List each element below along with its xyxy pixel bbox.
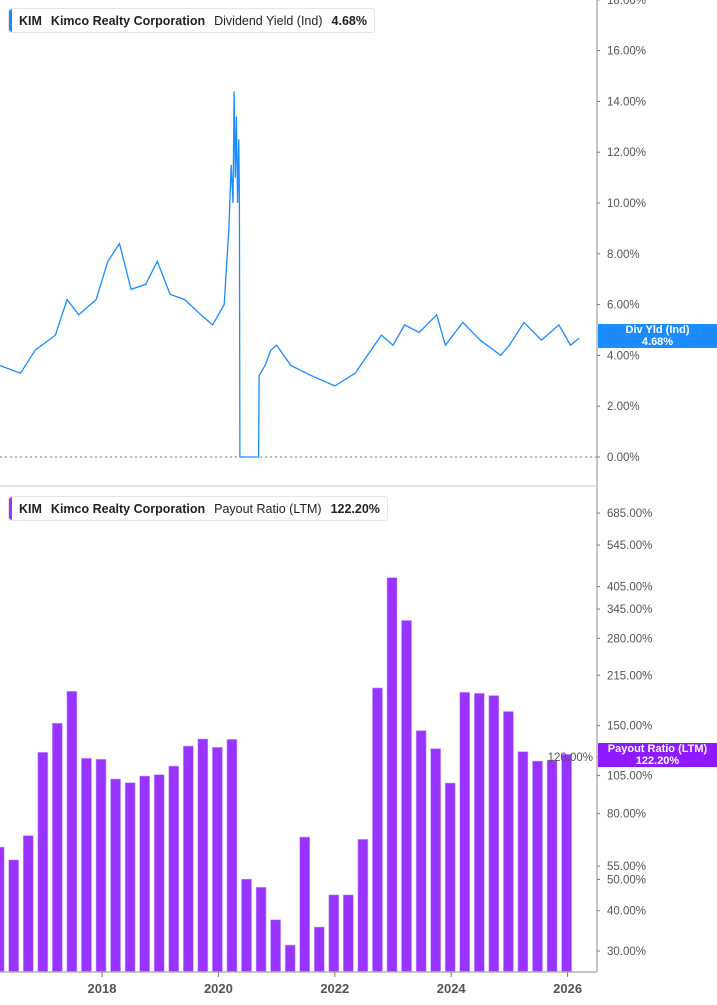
y-tick-label: 105.00% [607,771,652,783]
payout-bar [444,782,456,973]
payout-bar [517,751,529,973]
payout-bar [430,748,441,973]
y-tick-label: 280.00% [607,633,652,645]
dividend-yield-legend[interactable]: KIM Kimco Realty Corporation Dividend Yi… [8,8,375,33]
payout-bar [22,835,34,973]
y-tick-label: 0.00% [607,452,640,464]
y-tick-label: 10.00% [607,198,646,210]
payout-bar [372,687,383,973]
y-tick-label: 405.00% [607,582,652,594]
y-tick-label: 30.00% [607,946,646,958]
tag-label: Payout Ratio (LTM) [607,743,708,755]
series-color-marker [9,9,12,32]
payout-bar [299,836,311,973]
payout-bar [183,745,194,973]
y-tick-label: 14.00% [607,96,646,108]
y-tick-label: 8.00% [607,249,640,261]
payout-bar [415,730,427,973]
payout-ratio-price-tag: Payout Ratio (LTM) 122.20% [598,743,717,767]
y-tick-label: 4.00% [607,350,640,362]
x-tick-label: 2024 [437,981,467,996]
legend-company: Kimco Realty Corporation [50,501,206,516]
payout-bar [0,846,5,973]
y-tick-label: 55.00% [607,861,646,873]
y-tick-label: 18.00% [607,0,646,7]
legend-metric: Dividend Yield (Ind) [214,13,323,28]
payout-bar [153,774,165,973]
x-tick-label: 2020 [204,981,233,996]
payout-bar [95,758,107,973]
legend-ticker: KIM [19,501,42,516]
y-tick-label: 16.00% [607,46,646,58]
y-tick-label: 6.00% [607,300,640,312]
payout-bar [488,695,500,973]
legend-metric: Payout Ratio (LTM) [214,501,322,516]
payout-bar [197,738,209,973]
payout-bar [473,693,485,973]
payout-bar [284,944,296,973]
x-tick-label: 2018 [88,981,117,996]
payout-bar [313,926,325,973]
y-tick-label: 12.00% [607,147,646,159]
payout-bar [110,778,121,973]
y-tick-label: 2.00% [607,401,640,413]
series-color-marker [9,497,12,520]
y-tick-label: 80.00% [607,809,646,821]
y-tick-label: 120.00% [548,752,593,764]
y-tick-label: 345.00% [607,604,652,616]
dividend-yield-line [0,91,580,458]
payout-bar [81,758,92,973]
y-tick-label: 40.00% [607,906,646,918]
y-tick-label: 545.00% [607,540,652,552]
payout-bar [270,919,281,973]
payout-bar [328,894,340,973]
dividend-yield-price-tag: Div Yld (Ind) 4.68% [598,324,717,348]
payout-bar [139,775,150,973]
payout-bar [66,690,78,973]
payout-bar [124,782,136,973]
payout-ratio-legend[interactable]: KIM Kimco Realty Corporation Payout Rati… [8,496,388,521]
payout-bar [401,620,412,973]
payout-bar [37,752,49,973]
legend-ticker: KIM [19,13,42,28]
x-tick-label: 2022 [320,981,349,996]
y-tick-label: 150.00% [607,721,652,733]
payout-bar [8,859,19,973]
y-tick-label: 215.00% [607,670,652,682]
payout-bar [503,711,514,973]
payout-bar [343,894,354,973]
payout-bar [561,754,572,973]
tag-value: 4.68% [641,335,674,348]
payout-bar [241,878,252,973]
tag-value: 122.20% [635,754,680,767]
payout-bar [532,760,543,973]
payout-bar [459,691,471,973]
legend-value: 122.20% [330,501,380,516]
legend-value: 4.68% [331,13,367,28]
legend-company: Kimco Realty Corporation [50,13,206,28]
payout-bar [52,722,63,973]
payout-bar [386,577,398,973]
tag-label: Div Yld (Ind) [625,324,690,336]
y-tick-label: 50.00% [607,874,646,886]
payout-bar [226,739,238,973]
x-tick-label: 2026 [553,981,582,996]
y-tick-label: 685.00% [607,508,652,520]
payout-bar [357,839,369,973]
payout-bar [546,759,558,973]
payout-bar [168,765,180,973]
payout-bar [255,886,267,973]
payout-bar [212,747,223,973]
